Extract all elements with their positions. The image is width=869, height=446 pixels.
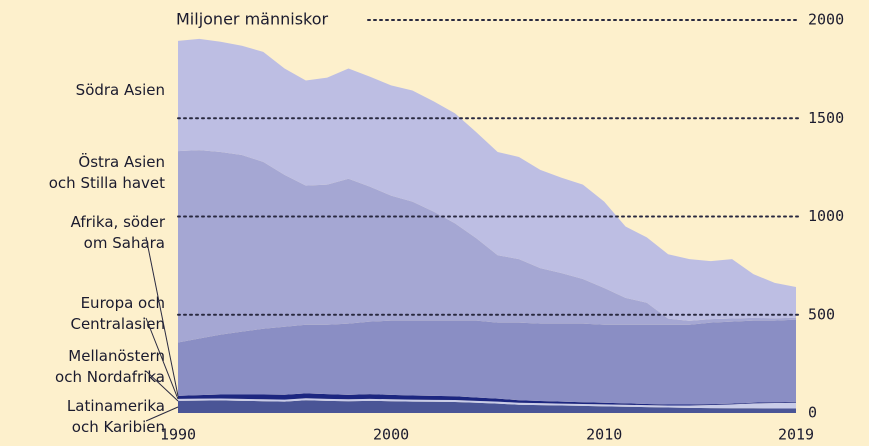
y-tick-label: 1000 xyxy=(808,207,844,225)
y-tick-label: 1500 xyxy=(808,109,844,127)
leader-line xyxy=(145,236,179,397)
legend-label: Östra Asien och Stilla havet xyxy=(49,152,165,192)
legend-label: Mellanöstern och Nordafrika xyxy=(55,347,165,386)
area xyxy=(178,150,796,343)
leader-line xyxy=(145,406,179,422)
area xyxy=(178,319,796,405)
y-axis-title: Miljoner människor xyxy=(176,10,329,29)
legend-label: Södra Asien xyxy=(76,81,165,99)
y-tick-label: 500 xyxy=(808,305,835,323)
legend-label: Europa och Centralasien xyxy=(70,294,165,333)
area xyxy=(178,400,796,413)
legend-label: Latinamerika och Karibien xyxy=(67,397,165,436)
y-tick-label: 0 xyxy=(808,404,817,422)
x-tick-label: 2019 xyxy=(778,426,814,444)
x-tick-label: 1990 xyxy=(160,426,196,444)
area xyxy=(178,38,796,321)
y-tick-label: 2000 xyxy=(808,11,844,29)
legend-label: Afrika, söder om Sahara xyxy=(71,213,166,252)
leader-line xyxy=(145,317,179,400)
area xyxy=(178,393,796,406)
x-tick-label: 2000 xyxy=(373,426,409,444)
leader-line xyxy=(145,370,179,402)
x-tick-label: 2010 xyxy=(586,426,622,444)
area xyxy=(178,398,796,409)
